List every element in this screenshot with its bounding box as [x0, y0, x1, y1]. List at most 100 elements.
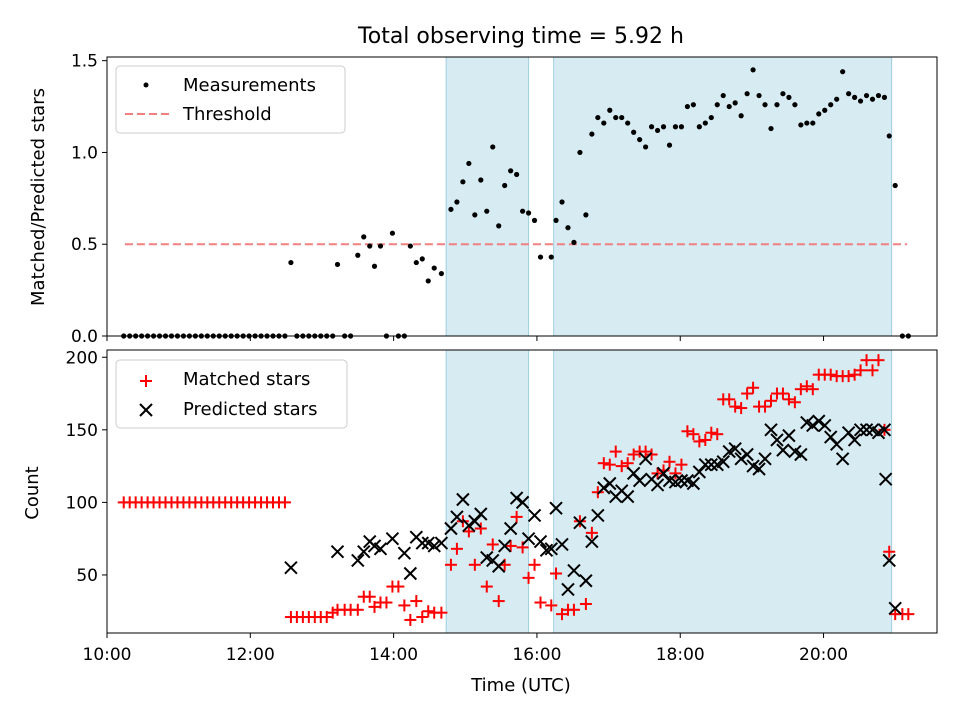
predicted-star-point	[794, 447, 808, 462]
matched-star-point	[486, 538, 499, 551]
measurement-point	[377, 243, 384, 249]
bottom-legend-box	[115, 359, 348, 429]
matched-star-point	[699, 433, 712, 446]
matched-star-point	[723, 393, 736, 406]
measurement-point	[419, 256, 425, 262]
predicted-star-point	[638, 452, 653, 466]
measurement-point	[490, 144, 496, 150]
matched-star-point	[363, 590, 376, 603]
legend-matched-marker	[140, 375, 152, 387]
matched-stars-series	[117, 354, 915, 626]
measurement-point	[502, 182, 508, 189]
predicted-star-point	[812, 414, 826, 428]
predicted-star-point	[503, 521, 518, 536]
top-y-tick-label: 0.0	[71, 327, 98, 347]
measurement-point	[519, 208, 526, 214]
x-tick-label: 18:00	[656, 645, 705, 665]
measurement-point	[762, 102, 768, 108]
measurement-point	[720, 92, 726, 99]
measurement-point	[438, 270, 444, 277]
matched-star-point	[392, 580, 405, 593]
measurement-point	[389, 230, 396, 236]
matched-star-point	[404, 613, 417, 626]
predicted-star-point	[878, 472, 893, 486]
matched-star-point	[510, 510, 523, 523]
predicted-star-point	[782, 428, 796, 443]
predicted-star-point	[620, 489, 635, 504]
predicted-star-point	[877, 423, 892, 437]
measurement-point	[631, 129, 637, 135]
measurement-point	[361, 234, 367, 240]
measurement-point	[756, 92, 762, 99]
matched-star-point	[883, 545, 896, 558]
matched-star-point	[603, 458, 616, 471]
measurement-point	[484, 208, 490, 214]
matched-star-point	[609, 445, 622, 458]
measurement-point	[780, 91, 786, 97]
bottom-axes-frame	[106, 349, 938, 634]
predicted-star-point	[284, 560, 298, 575]
x-tick-label: 10:00	[83, 645, 132, 665]
matched-star-point	[435, 606, 448, 619]
matched-star-point	[579, 597, 592, 610]
predicted-star-point	[770, 433, 784, 447]
measurement-point	[708, 114, 714, 121]
bottom-y-tick-label: 150	[66, 421, 98, 441]
measurement-point	[863, 92, 870, 99]
matched-star-point	[456, 515, 469, 528]
chart-title: Total observing time = 5.92 h	[357, 24, 684, 49]
predicted-star-point	[549, 501, 563, 515]
matched-star-point	[504, 539, 517, 552]
matched-star-point	[522, 571, 535, 584]
measurement-point	[726, 103, 732, 110]
matched-star-point	[398, 599, 411, 612]
measurement-point	[637, 136, 643, 143]
predicted-star-point	[847, 433, 862, 447]
matched-star-point	[776, 387, 789, 400]
matched-star-point	[567, 603, 580, 616]
measurement-point	[851, 94, 858, 100]
measurement-point	[892, 182, 898, 189]
matched-star-point	[380, 596, 393, 609]
predicted-star-point	[650, 478, 665, 492]
top-y-tick-label: 1.0	[71, 143, 98, 163]
measurement-point	[619, 114, 625, 121]
measurement-point	[672, 124, 679, 130]
matched-star-point	[462, 525, 475, 538]
matched-star-point	[860, 354, 873, 367]
measurement-point	[804, 120, 810, 126]
measurement-point	[334, 261, 341, 268]
top-y-tick-label: 1.5	[71, 52, 98, 72]
measurement-point	[583, 212, 589, 218]
top-legend-box	[115, 65, 346, 134]
predicted-star-point	[450, 510, 464, 524]
predicted-star-point	[674, 473, 689, 488]
predicted-star-point	[829, 437, 844, 452]
measurement-point	[577, 149, 583, 156]
top-y-tick-label: 0.5	[71, 235, 98, 255]
predicted-star-point	[835, 452, 850, 466]
matched-star-point	[591, 486, 604, 499]
measurement-point	[857, 98, 864, 104]
matched-star-point	[902, 608, 915, 621]
bottom-y-tick-label: 50	[76, 566, 98, 586]
matched-star-point	[468, 558, 481, 571]
matched-star-point	[759, 400, 772, 413]
measurement-point	[371, 263, 378, 269]
matched-star-point	[410, 595, 423, 608]
bottom-x-ticks: 10:00 12:00 14:00 16:00 18:00 20:00	[83, 633, 848, 665]
predicted-star-point	[686, 476, 701, 491]
measurement-point	[595, 114, 601, 121]
measurement-point	[607, 107, 613, 113]
matched-star-point	[681, 425, 694, 438]
predicted-star-point	[533, 534, 548, 549]
bottom-legend: Matched stars Predicted stars	[115, 359, 348, 429]
predicted-star-point	[434, 536, 449, 550]
x-tick-label: 16:00	[512, 645, 561, 665]
predicted-star-point	[888, 601, 902, 616]
predicted-star-point	[818, 418, 832, 433]
legend-predicted-marker	[139, 403, 153, 417]
measurement-point	[553, 217, 559, 223]
predicted-star-point	[415, 536, 429, 550]
measurement-point	[625, 120, 631, 126]
